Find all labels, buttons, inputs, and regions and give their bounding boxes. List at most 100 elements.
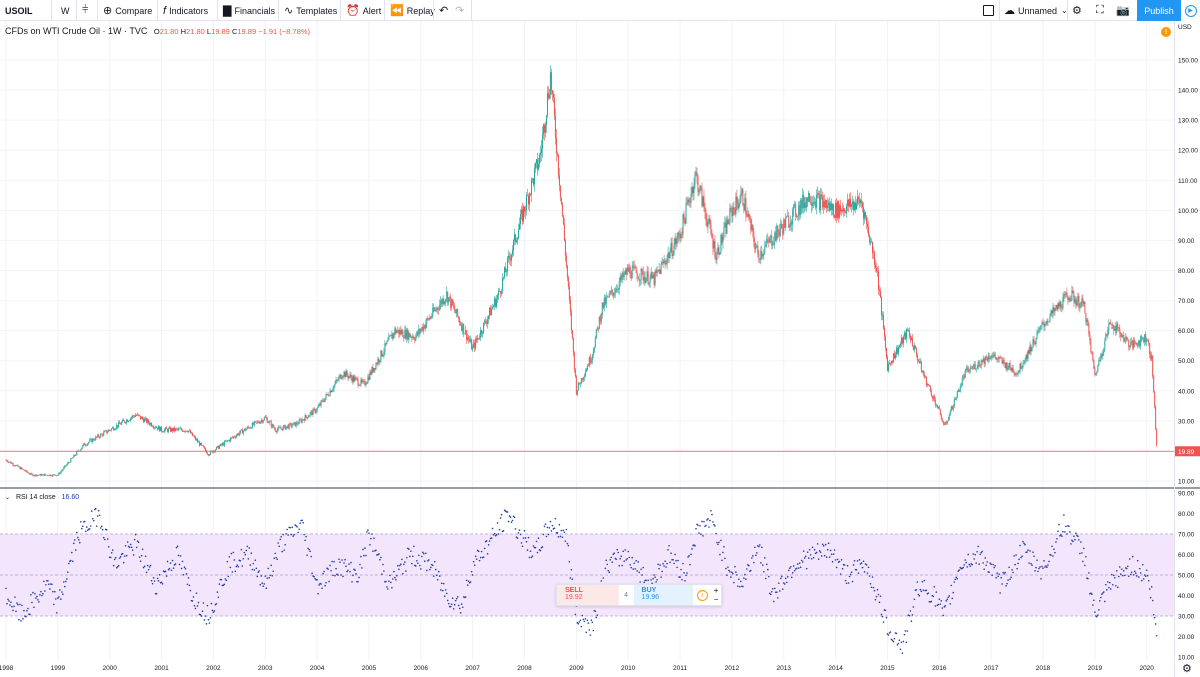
undo-button[interactable]: ↶ [439,0,451,21]
candle-body [307,416,309,419]
candle-body [331,390,333,393]
rsi-point [887,634,890,636]
rsi-point [954,578,957,581]
quantity-stepper[interactable]: + − [711,585,721,605]
interval-selector[interactable]: W [61,5,70,16]
candle-body [470,339,472,342]
candle-body [264,417,266,418]
rsi-point [996,572,998,574]
rsi-point [143,565,146,568]
candle-body [716,252,718,260]
rsi-point [256,575,259,578]
candle-body [562,215,564,225]
year-tick-label: 2013 [777,665,792,672]
candle-body [30,473,32,475]
price-axis[interactable] [1174,21,1200,677]
rsi-point [493,532,496,535]
rsi-point [977,545,979,548]
candle-body [607,296,609,298]
candle-body [63,467,65,470]
minus-icon[interactable]: − [713,595,719,604]
candle-body [476,338,478,341]
candle-body [514,234,516,241]
candle-body [623,273,625,278]
candle-body [695,172,697,173]
candle-body [65,465,67,467]
rsi-point [1122,569,1125,572]
candle-body [490,308,492,316]
fullscreen-button[interactable]: ⛶ [1096,0,1107,21]
year-tick-label: 2010 [621,665,636,672]
candle-body [928,385,930,387]
rsi-point [484,540,487,543]
rsi-point [342,575,344,578]
rsi-point [832,553,835,555]
templates-button[interactable]: ∿ Templates [284,0,337,21]
candle-body [731,208,733,217]
chevron-down-icon[interactable]: ⌄ [5,495,11,501]
replay-button[interactable]: ⏪ Replay [390,0,435,21]
candle-body [644,276,646,283]
rsi-point [98,514,101,517]
rsi-point [581,614,584,617]
indicators-button[interactable]: f Indicators [163,0,208,21]
rsi-point [380,556,382,559]
fullscreen-select-button[interactable] [983,0,994,21]
candle-body [589,357,591,363]
snapshot-button[interactable]: 📷 [1116,0,1133,21]
candle-body [549,72,551,95]
info-button[interactable]: i [693,585,711,605]
plus-icon[interactable]: + [713,586,719,595]
rsi-point [240,548,243,551]
rsi-point [74,549,77,551]
symbol-search[interactable]: USOIL [5,5,33,16]
candle-body [332,388,334,391]
chart-type-button[interactable]: ⫩ [82,0,91,21]
buy-button[interactable]: BUY 19.96 [633,585,694,605]
candle-body [1046,320,1048,325]
candle-body [1008,363,1010,369]
currency-label[interactable]: USD [1178,24,1192,31]
publish-menu-button[interactable]: ▶ [1181,0,1200,21]
rsi-point [902,640,905,643]
candle-body [305,415,307,417]
rsi-point [119,555,122,558]
rsi-point [490,537,493,539]
candle-body [297,423,299,425]
rsi-point [439,589,442,591]
candle-body [266,418,268,423]
settings-corner-button[interactable]: ⚙ [1182,662,1192,675]
rsi-point [702,535,704,537]
alert-button[interactable]: ⏰ Alert [346,0,381,21]
publish-button[interactable]: Publish [1137,0,1181,21]
rsi-point [352,574,354,577]
compare-button[interactable]: ⊕ Compare [103,0,152,21]
rsi-point [617,551,620,554]
settings-button[interactable]: ⚙ [1072,0,1085,21]
rsi-point [126,541,129,543]
candle-body [368,376,370,380]
rsi-point [596,614,599,616]
rsi-point [7,598,9,601]
rsi-point [71,551,73,554]
rsi-point [811,546,814,549]
rsi-point [768,592,771,595]
sell-button[interactable]: SELL 19.92 [557,585,619,605]
rsi-point [833,549,836,551]
rsi-point [1081,552,1083,554]
candle-body [752,224,754,232]
rsi-point [666,562,668,565]
redo-button[interactable]: ↷ [455,0,467,21]
layout-menu[interactable]: ☁ Unnamed ⌄ [1004,0,1071,21]
candle-body [989,357,991,360]
rsi-point [231,571,234,573]
rsi-point [893,637,896,640]
rsi-point [1112,574,1115,577]
financials-button[interactable]: ▇ Financials [223,0,275,21]
candle-body [1148,340,1150,344]
candle-body [496,298,498,307]
alert-badge[interactable]: ! [1161,27,1171,37]
candle-body [175,428,177,431]
rsi-point [74,539,76,541]
